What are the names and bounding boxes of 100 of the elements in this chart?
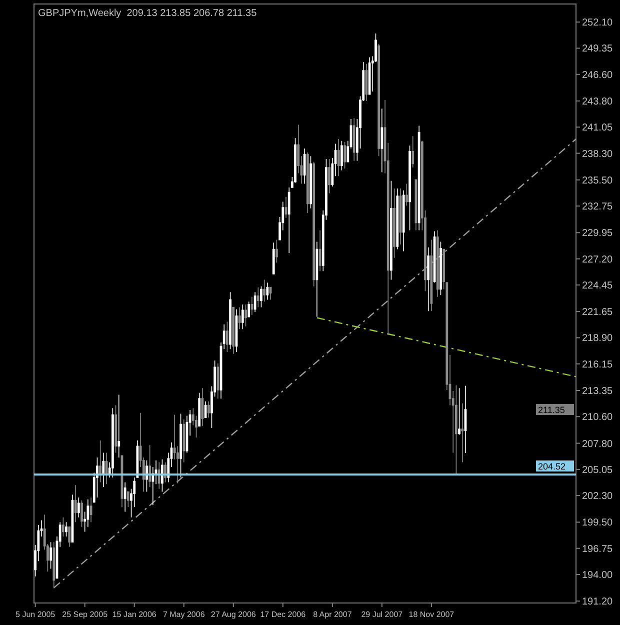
candlestick bbox=[260, 286, 262, 308]
candlestick bbox=[241, 304, 244, 330]
candlestick bbox=[158, 462, 160, 490]
candlestick bbox=[126, 491, 130, 508]
candlestick bbox=[226, 321, 228, 352]
candlestick bbox=[440, 241, 442, 296]
x-tick-label: 17 Dec 2006 bbox=[260, 610, 306, 619]
candlestick bbox=[256, 286, 260, 308]
candlestick bbox=[318, 230, 322, 272]
y-tick-label: 210.60 bbox=[582, 412, 614, 424]
candlestick bbox=[263, 279, 266, 302]
candlestick bbox=[396, 188, 399, 250]
y-tick-label: 246.60 bbox=[582, 70, 614, 81]
candlestick bbox=[90, 497, 92, 523]
candlestick bbox=[276, 239, 278, 264]
candlestick bbox=[99, 440, 102, 483]
candlestick bbox=[250, 296, 254, 316]
candlestick bbox=[380, 108, 384, 173]
candlestick bbox=[328, 158, 331, 194]
chart-title: GBPJPYm,Weekly 209.13 213.85 206.78 211.35 bbox=[38, 8, 258, 19]
x-tick-label: 15 Jan 2006 bbox=[112, 610, 157, 619]
candlestick bbox=[232, 306, 235, 354]
candlestick bbox=[390, 180, 392, 280]
candlestick bbox=[68, 526, 71, 548]
y-tick-label: 241.05 bbox=[582, 122, 614, 134]
candlestick bbox=[118, 394, 120, 458]
candlestick bbox=[182, 419, 186, 463]
ref-line-label: 204.52 bbox=[538, 461, 566, 472]
candlestick bbox=[337, 138, 340, 176]
y-tick-label: 205.05 bbox=[582, 464, 614, 476]
candlestick bbox=[201, 388, 204, 427]
candlestick bbox=[86, 498, 90, 528]
candlestick bbox=[454, 384, 458, 475]
candlestick bbox=[77, 497, 80, 518]
y-tick-label: 227.20 bbox=[582, 254, 614, 266]
x-tick-label: 7 May 2006 bbox=[162, 610, 206, 619]
candlestick bbox=[284, 196, 288, 218]
y-tick-label: 199.50 bbox=[582, 518, 614, 529]
candlestick bbox=[272, 242, 275, 274]
candlestick bbox=[393, 188, 396, 258]
candlestick bbox=[412, 136, 414, 168]
candlestick bbox=[180, 413, 182, 478]
candlestick bbox=[402, 190, 405, 252]
candlestick bbox=[248, 301, 250, 318]
candlestick bbox=[461, 402, 464, 463]
candlestick bbox=[62, 517, 64, 537]
candlestick bbox=[405, 183, 408, 206]
candlestick bbox=[436, 230, 439, 298]
candlestick bbox=[458, 388, 460, 436]
candlestick bbox=[111, 408, 114, 478]
x-tick-label: 18 Nov 2007 bbox=[408, 610, 455, 619]
candlestick bbox=[207, 401, 210, 418]
candlestick bbox=[344, 141, 346, 169]
candlestick bbox=[378, 44, 380, 157]
candlestick bbox=[310, 156, 312, 209]
candlestick bbox=[427, 247, 430, 312]
candlestick bbox=[418, 125, 420, 231]
x-tick-label: 5 Jun 2005 bbox=[16, 610, 56, 619]
y-tick-label: 207.80 bbox=[582, 438, 614, 450]
y-tick-label: 252.10 bbox=[582, 18, 614, 29]
candlestick bbox=[303, 148, 306, 184]
y-tick-label: 191.20 bbox=[582, 596, 614, 608]
y-tick-label: 218.90 bbox=[582, 333, 614, 344]
annotation: 211.35 bbox=[538, 405, 565, 416]
x-tick-label: 25 Sep 2005 bbox=[62, 610, 108, 619]
x-tick-label: 27 Aug 2006 bbox=[210, 610, 256, 619]
candlestick bbox=[316, 241, 318, 318]
y-tick-label: 243.80 bbox=[582, 96, 614, 108]
candlestick bbox=[312, 161, 316, 287]
candlestick bbox=[114, 404, 117, 454]
candlestick bbox=[216, 363, 220, 399]
candlestick bbox=[352, 118, 356, 162]
y-tick-label: 196.75 bbox=[582, 544, 614, 555]
candlestick bbox=[306, 152, 309, 214]
candlestick bbox=[408, 145, 411, 231]
y-tick-label: 221.65 bbox=[582, 307, 614, 318]
y-tick-label: 224.45 bbox=[582, 280, 614, 292]
candlestick bbox=[74, 484, 77, 523]
candlestick bbox=[102, 452, 105, 488]
candlestick bbox=[266, 282, 269, 300]
candlestick bbox=[80, 500, 83, 528]
candlestick bbox=[340, 140, 343, 171]
candlestick bbox=[238, 306, 241, 330]
candlestick bbox=[269, 286, 272, 300]
y-tick-label: 229.95 bbox=[582, 228, 614, 240]
candlestick bbox=[244, 304, 247, 327]
y-tick-label: 213.35 bbox=[582, 386, 614, 397]
y-tick-label: 249.35 bbox=[582, 44, 614, 55]
y-tick-label: 238.30 bbox=[582, 148, 614, 160]
y-tick-label: 194.00 bbox=[582, 570, 614, 581]
candlestick bbox=[124, 482, 126, 512]
y-tick-label: 202.30 bbox=[582, 491, 614, 502]
candlestick bbox=[430, 239, 433, 312]
candlestick bbox=[464, 385, 467, 454]
y-tick-label: 232.75 bbox=[582, 202, 614, 213]
x-tick-label: 29 Jul 2007 bbox=[361, 610, 404, 619]
candlestick bbox=[105, 452, 108, 485]
y-tick-label: 235.50 bbox=[582, 175, 614, 186]
candlestick bbox=[65, 522, 68, 537]
candlestick bbox=[229, 292, 232, 350]
